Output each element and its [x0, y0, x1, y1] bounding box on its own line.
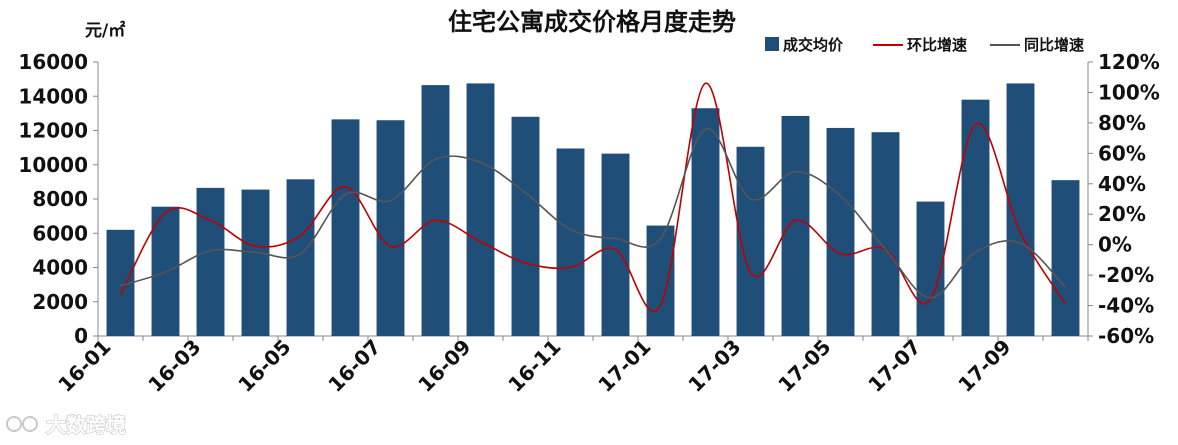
legend-swatch-avg-price [765, 37, 779, 51]
watermark-logo-icon [6, 416, 22, 432]
y-right-tick-label: -20% [1098, 263, 1154, 287]
x-tick-label: 17-05 [773, 335, 835, 397]
bar-avg-price [916, 201, 945, 336]
bar-avg-price [1051, 180, 1080, 336]
y-left-tick-label: 6000 [32, 221, 88, 245]
y-left-tick-label: 10000 [18, 153, 88, 177]
y-left-tick-label: 16000 [18, 50, 88, 74]
bar-avg-price [826, 127, 855, 337]
y-right-tick-label: 120% [1098, 50, 1160, 74]
x-tick-label: 16-09 [413, 335, 475, 397]
y-left-tick-label: 4000 [32, 256, 88, 280]
bar-avg-price [511, 116, 540, 336]
y-right-tick-label: -40% [1098, 294, 1154, 318]
legend-label-mom: 环比增速 [907, 36, 967, 54]
chart-title: 住宅公寓成交价格月度走势 [448, 8, 736, 36]
x-tick-label: 16-03 [143, 335, 205, 397]
y-left-unit: 元/㎡ [85, 20, 125, 41]
bar-series [106, 83, 1080, 337]
bar-avg-price [1006, 83, 1035, 336]
legend-label-avg-price: 成交均价 [783, 36, 844, 54]
y-right-tick-label: 100% [1098, 80, 1160, 104]
y-right-tick-label: 0% [1098, 233, 1132, 257]
x-tick-label: 17-09 [953, 335, 1015, 397]
bar-avg-price [196, 187, 225, 336]
y-left-tick-label: 8000 [32, 187, 88, 211]
bar-avg-price [466, 83, 495, 336]
y-left-tick-label: 14000 [18, 84, 88, 108]
line-mom-growth [119, 82, 1067, 313]
line-yoy-growth [120, 128, 1067, 299]
y-right-tick-label: -60% [1098, 324, 1154, 348]
y-right-tick-label: 40% [1098, 172, 1146, 196]
watermark-text: 大数跨境 [46, 413, 126, 437]
x-tick-label: 16-11 [503, 335, 565, 397]
x-tick-label: 16-07 [323, 335, 385, 397]
x-tick-label: 16-05 [233, 335, 295, 397]
bar-avg-price [556, 148, 585, 336]
bar-avg-price [781, 115, 810, 336]
bar-avg-price [241, 189, 270, 336]
y-left-tick-label: 2000 [32, 290, 88, 314]
bar-avg-price [961, 99, 990, 336]
bar-avg-price [601, 153, 630, 336]
y-left-tick-label: 12000 [18, 119, 88, 143]
x-tick-label: 17-01 [593, 335, 655, 397]
bar-avg-price [871, 132, 900, 336]
line-series [119, 82, 1067, 313]
y-right-tick-label: 20% [1098, 202, 1146, 226]
x-tick-label: 17-03 [683, 335, 745, 397]
bar-avg-price [646, 225, 675, 336]
bar-avg-price [421, 85, 450, 337]
y-right-tick-label: 80% [1098, 111, 1146, 135]
x-tick-label: 17-07 [863, 335, 925, 397]
watermark-logo-icon-2 [22, 416, 38, 432]
y-right-tick-label: 60% [1098, 141, 1146, 165]
bar-avg-price [691, 108, 720, 336]
watermark: 大数跨境 [6, 412, 127, 438]
bar-avg-price [376, 120, 405, 336]
y-left-tick-label: 0 [74, 324, 88, 348]
bar-avg-price [331, 119, 360, 337]
legend-label-yoy: 同比增速 [1024, 36, 1084, 54]
legend: 成交均价 环比增速 同比增速 [765, 36, 1084, 54]
